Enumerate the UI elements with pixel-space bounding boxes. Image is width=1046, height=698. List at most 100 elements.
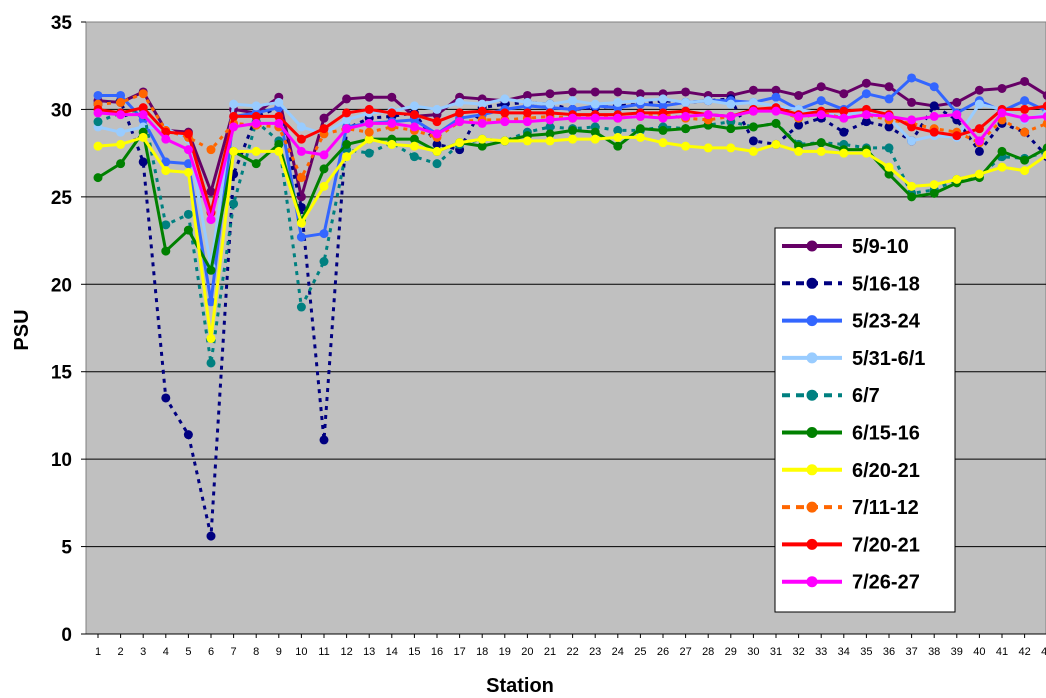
data-point — [274, 118, 284, 128]
data-point — [635, 89, 645, 99]
y-tick-label: 15 — [51, 363, 73, 384]
data-point — [116, 97, 126, 107]
data-point — [138, 103, 148, 113]
x-tick-label: 42 — [1018, 646, 1030, 658]
legend-box — [774, 227, 956, 613]
data-point — [726, 111, 736, 121]
x-tick-label: 12 — [340, 646, 352, 658]
legend-entry: 7/11-12 — [782, 497, 919, 519]
data-point — [274, 111, 284, 121]
y-tick-label: 35 — [51, 13, 73, 34]
legend-marker — [806, 538, 818, 550]
data-point — [206, 297, 216, 307]
x-tick-label: 1 — [95, 646, 101, 658]
y-axis-ticks: 0 5 10 15 20 25 30 35 — [51, 13, 86, 646]
x-tick-label: 13 — [363, 646, 375, 658]
y-tick-label: 30 — [51, 100, 72, 121]
data-point — [1042, 101, 1046, 111]
x-tick-label: 39 — [951, 646, 963, 658]
data-point — [794, 111, 804, 121]
data-point — [703, 110, 713, 120]
data-point — [455, 117, 465, 127]
data-point — [319, 113, 329, 123]
data-point — [229, 111, 239, 121]
data-point — [477, 141, 487, 151]
x-tick-label: 14 — [386, 646, 398, 658]
data-point — [183, 209, 193, 219]
x-tick-label: 16 — [431, 646, 443, 658]
data-point — [816, 82, 826, 92]
data-point — [183, 145, 193, 155]
x-tick-label: 38 — [928, 646, 940, 658]
data-point — [1042, 119, 1046, 128]
data-point — [116, 90, 126, 100]
data-point — [568, 134, 578, 144]
data-point — [771, 92, 781, 102]
data-point — [296, 173, 306, 183]
data-point — [161, 134, 171, 144]
data-point — [342, 115, 352, 125]
x-tick-label: 33 — [815, 646, 827, 658]
data-point — [274, 97, 284, 107]
x-tick-label: 3 — [140, 646, 146, 658]
data-point — [658, 113, 668, 123]
data-point — [997, 83, 1007, 93]
data-point — [138, 157, 148, 167]
data-point — [319, 257, 329, 267]
data-point — [319, 164, 329, 174]
x-tick-label: 2 — [118, 646, 124, 658]
data-point — [974, 99, 984, 109]
x-tick-label: 18 — [476, 646, 488, 658]
data-point — [477, 99, 487, 109]
legend-marker — [806, 501, 818, 513]
data-point — [161, 157, 171, 167]
data-point — [364, 92, 374, 102]
data-point — [613, 97, 623, 107]
data-point — [500, 117, 510, 127]
data-point — [794, 90, 804, 100]
data-point — [658, 94, 668, 104]
legend-label: 6/7 — [852, 385, 880, 407]
data-point — [703, 96, 713, 106]
data-point — [681, 141, 691, 151]
data-point — [1042, 91, 1046, 100]
data-point — [455, 97, 465, 107]
data-point — [409, 101, 419, 111]
data-point — [748, 122, 758, 132]
data-point — [116, 159, 126, 169]
data-point — [974, 169, 984, 179]
data-point — [183, 430, 193, 440]
data-point — [161, 393, 171, 403]
series-9 — [93, 101, 1046, 218]
legend: 5/9-10 5/16-18 5/23-24 5/31-6/1 6/7 6/15-16 6/… — [774, 227, 956, 613]
data-point — [929, 101, 939, 111]
data-point — [545, 89, 555, 99]
data-point — [794, 120, 804, 130]
data-point — [522, 117, 532, 127]
data-point — [1042, 143, 1046, 153]
x-tick-label: 41 — [996, 646, 1008, 658]
data-point — [161, 220, 171, 230]
data-point — [206, 215, 216, 225]
data-point — [907, 192, 917, 202]
data-point — [726, 143, 736, 153]
data-point — [839, 106, 849, 116]
legend-entry: 5/31-6/1 — [782, 348, 925, 370]
data-point — [635, 132, 645, 142]
data-point — [884, 169, 894, 179]
data-point — [364, 127, 374, 137]
data-point — [884, 82, 894, 92]
data-point — [861, 117, 871, 127]
x-tick-label: 21 — [544, 646, 556, 658]
data-point — [387, 92, 397, 102]
legend-label: 5/16-18 — [852, 273, 920, 295]
x-tick-label: 6 — [208, 646, 214, 658]
x-tick-label: 5 — [185, 646, 191, 658]
data-point — [319, 181, 329, 191]
data-point — [613, 87, 623, 97]
data-point — [635, 124, 645, 134]
data-point — [342, 124, 352, 134]
data-point — [1020, 155, 1030, 165]
data-point — [1020, 113, 1030, 123]
x-tick-label: 31 — [770, 646, 782, 658]
